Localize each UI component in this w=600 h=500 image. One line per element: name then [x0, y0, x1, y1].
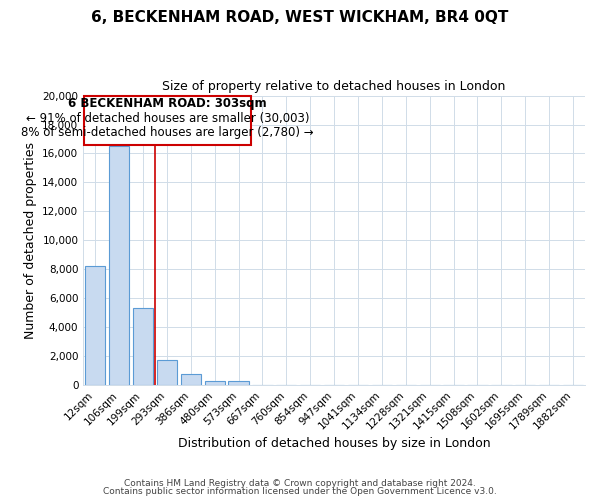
Bar — [181, 374, 201, 385]
Y-axis label: Number of detached properties: Number of detached properties — [24, 142, 37, 339]
Text: Contains public sector information licensed under the Open Government Licence v3: Contains public sector information licen… — [103, 487, 497, 496]
Text: 6, BECKENHAM ROAD, WEST WICKHAM, BR4 0QT: 6, BECKENHAM ROAD, WEST WICKHAM, BR4 0QT — [91, 10, 509, 25]
Text: 8% of semi-detached houses are larger (2,780) →: 8% of semi-detached houses are larger (2… — [21, 126, 314, 138]
Bar — [157, 360, 177, 385]
Title: Size of property relative to detached houses in London: Size of property relative to detached ho… — [163, 80, 506, 93]
Text: 6 BECKENHAM ROAD: 303sqm: 6 BECKENHAM ROAD: 303sqm — [68, 97, 267, 110]
X-axis label: Distribution of detached houses by size in London: Distribution of detached houses by size … — [178, 437, 490, 450]
Bar — [85, 96, 251, 145]
Bar — [133, 308, 153, 385]
Bar — [205, 381, 225, 385]
Bar — [85, 266, 106, 385]
Bar — [229, 381, 249, 385]
Text: ← 91% of detached houses are smaller (30,003): ← 91% of detached houses are smaller (30… — [26, 112, 309, 124]
Bar — [109, 146, 129, 385]
Text: Contains HM Land Registry data © Crown copyright and database right 2024.: Contains HM Land Registry data © Crown c… — [124, 478, 476, 488]
